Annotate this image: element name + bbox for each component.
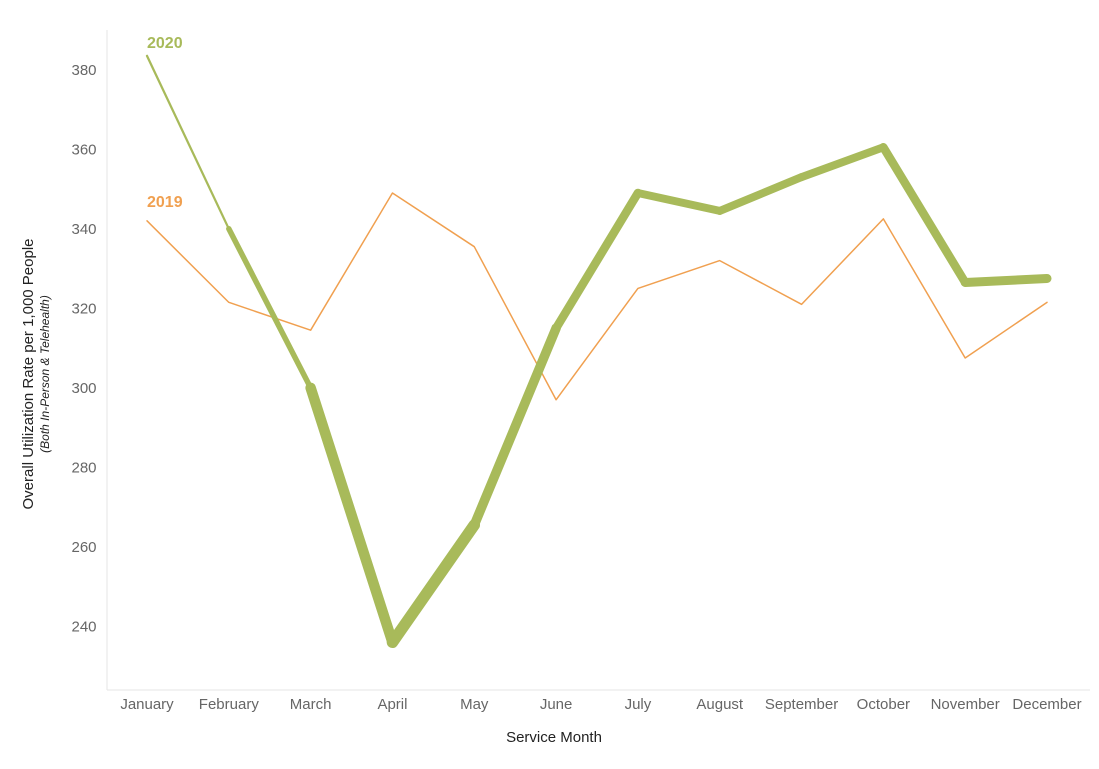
y-tick-label: 380 [71,62,96,79]
x-axis-title: Service Month [506,729,602,746]
series-segment-2020 [305,382,398,648]
y-tick-label: 240 [71,618,96,635]
x-tick-label: July [625,696,652,713]
series-segment-2020 [797,143,888,182]
series-segment-2020 [226,226,314,391]
series-segment-2020 [879,143,970,287]
y-tick-label: 340 [71,221,96,238]
x-tick-label: November [931,696,1000,713]
axes [106,30,1090,691]
x-tick-label: February [199,696,260,713]
x-tick-labels: January February March April May June July Augu… [120,696,1081,713]
series-labels: 2019 2020 [147,35,183,211]
series-segment-2020 [633,189,724,215]
x-tick-label: September [765,696,838,713]
x-tick-label: April [377,696,407,713]
x-tick-label: May [460,696,489,713]
series-label-2020: 2020 [147,35,183,52]
x-tick-label: March [290,696,332,713]
series-segment-2020 [715,173,806,215]
series-segment-2020 [551,188,643,333]
y-tick-label: 320 [71,300,96,317]
series-label-2019: 2019 [147,194,183,211]
y-axis-subtitle: (Both In-Person & Telehealth) [38,295,52,453]
x-tick-label: January [120,696,174,713]
series-segment-2020 [145,54,230,230]
y-tick-labels: 240 260 280 300 320 340 360 380 [71,62,96,636]
y-tick-label: 300 [71,380,96,397]
x-tick-label: August [696,696,744,713]
y-tick-label: 360 [71,141,96,158]
y-axis-title: Overall Utilization Rate per 1,000 Peopl… [20,239,37,510]
y-tick-label: 260 [71,539,96,556]
series-segment-2020 [469,323,561,530]
x-tick-label: June [540,696,573,713]
x-tick-label: October [857,696,910,713]
series-segment-2020 [960,273,1052,287]
series-line-2019 [146,192,1048,401]
x-tick-label: December [1012,696,1081,713]
series-lines [145,54,1052,649]
y-tick-label: 280 [71,459,96,476]
series-segment-2020 [386,519,481,649]
